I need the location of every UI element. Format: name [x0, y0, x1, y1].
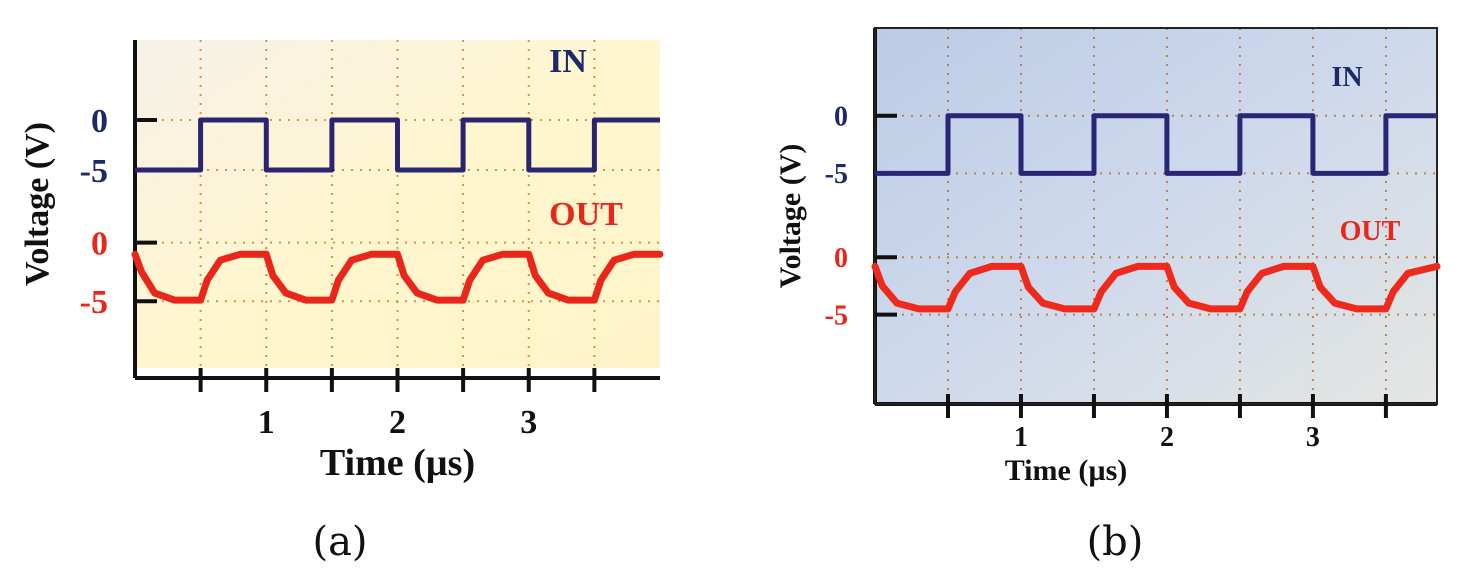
- x-axis-label: Time (µs): [1005, 454, 1128, 487]
- y-tick-label-in: 0: [91, 103, 108, 140]
- panel-label: (b): [1087, 519, 1144, 565]
- y-tick-label-in: -5: [80, 153, 108, 190]
- x-axis-label: Time (µs): [320, 442, 475, 484]
- x-tick-label: 2: [1160, 422, 1174, 453]
- in-trace-label: IN: [549, 43, 587, 80]
- out-trace: [871, 262, 1441, 313]
- y-tick-label-out: -5: [80, 284, 108, 321]
- out-trace-label: OUT: [549, 196, 623, 233]
- in-trace: [875, 113, 1437, 176]
- panel-b: 1 2 3 0 -5 0 -5 IN OUT Time (µs) Voltage (V) (b): [774, 27, 1441, 565]
- out-trace-label: OUT: [1340, 216, 1401, 247]
- plot-background: [875, 28, 1437, 404]
- x-tick-label: 3: [520, 404, 537, 441]
- x-tick-label: 1: [258, 404, 275, 441]
- in-trace-label: IN: [1331, 62, 1362, 93]
- x-tick-label: 1: [1014, 422, 1028, 453]
- in-trace: [135, 117, 660, 173]
- y-tick-label-out: 0: [834, 243, 848, 274]
- x-tick-label: 2: [389, 404, 406, 441]
- panel-label: (a): [312, 519, 367, 565]
- y-tick-label-out: -5: [825, 300, 848, 331]
- y-tick-label-in: 0: [834, 101, 848, 132]
- y-tick-label-out: 0: [91, 226, 108, 263]
- y-tick-label-in: -5: [825, 159, 848, 190]
- y-axis-label: Voltage (V): [19, 122, 56, 286]
- x-tick-label: 3: [1306, 422, 1320, 453]
- panel-a: 1 2 3 0 -5 0 -5 IN OUT Time (µs) Voltage (V) (a): [19, 40, 664, 565]
- y-axis-label: Voltage (V): [774, 144, 807, 289]
- out-trace: [131, 250, 664, 304]
- plot-frame: [874, 27, 1438, 405]
